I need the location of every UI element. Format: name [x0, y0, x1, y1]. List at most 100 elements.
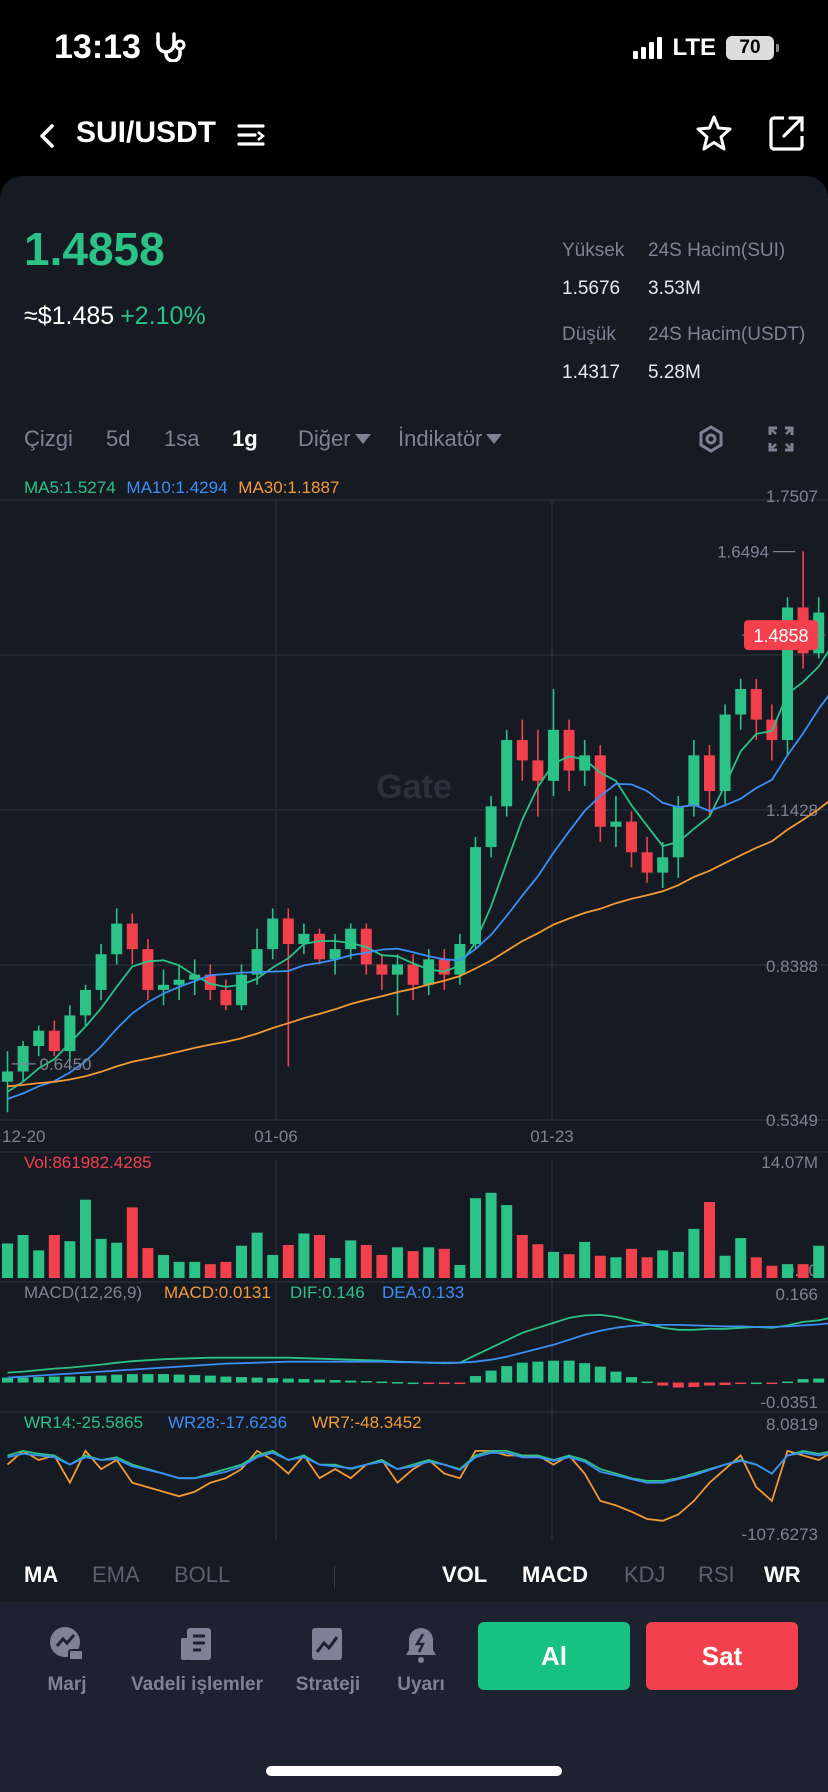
candle-body	[33, 1030, 45, 1047]
volume-bar	[158, 1254, 169, 1278]
share-icon[interactable]	[766, 112, 808, 159]
pair-header: SUI/USDT	[0, 100, 828, 172]
macd-histogram-bar	[548, 1360, 559, 1383]
tab-wr[interactable]: WR	[764, 1562, 801, 1587]
macd-histogram-bar	[2, 1377, 13, 1383]
current-price-tag-bg	[744, 620, 818, 651]
candle-body	[641, 852, 653, 873]
volume-bar	[17, 1235, 29, 1278]
volume-bar	[704, 1202, 715, 1278]
footer-strategy[interactable]: Strateji	[290, 1624, 366, 1696]
macd-histogram-bar	[704, 1382, 715, 1386]
tab-line[interactable]: Çizgi	[24, 426, 73, 451]
volume-bar	[641, 1257, 653, 1278]
tab-1h[interactable]: 1sa	[164, 426, 200, 451]
macd-histogram-bar	[610, 1371, 622, 1383]
tab-vol[interactable]: VOL	[442, 1562, 488, 1587]
current-price-tag: 1.4858	[753, 626, 808, 646]
tab-ema[interactable]: EMA	[92, 1562, 140, 1587]
chart-area[interactable]: Gate 1.7507 1.1428 0.8388 0.5349 12-20 01-06 01…	[0, 470, 828, 1550]
candle-body	[220, 989, 232, 1006]
macd-histogram-bar	[516, 1362, 528, 1383]
wr28-label: WR28:-17.6236	[168, 1413, 287, 1432]
volume-bar	[548, 1251, 559, 1278]
candle-body	[314, 933, 325, 960]
candle-body	[813, 612, 825, 654]
macd-histogram-bar	[80, 1376, 91, 1383]
menu-list-icon[interactable]	[236, 120, 266, 155]
candle-body	[438, 959, 450, 975]
candle-body	[735, 689, 747, 715]
strategy-icon	[308, 1624, 348, 1664]
macd-histogram-bar	[438, 1382, 450, 1385]
candle-body	[376, 964, 388, 975]
chart-settings-icon[interactable]	[696, 424, 726, 459]
macd-min-label: -0.0351	[760, 1393, 818, 1412]
tab-more[interactable]: Diğer	[298, 426, 371, 452]
macd-histogram-bar	[111, 1374, 123, 1383]
macd-histogram-bar	[813, 1378, 825, 1383]
macd-histogram-bar	[782, 1381, 793, 1384]
candle-body	[548, 729, 559, 781]
volume-quote-value: 5.28M	[648, 362, 701, 383]
macd-histogram-bar	[470, 1376, 481, 1383]
ma5-label: MA5:1.5274	[24, 478, 116, 497]
ma5-line	[7, 650, 828, 1093]
fullscreen-icon[interactable]	[766, 424, 796, 459]
wr-max-label: 8.0819	[766, 1415, 818, 1434]
price-change: +2.10%	[120, 302, 206, 330]
tab-more-label: Diğer	[298, 426, 351, 451]
tab-kdj[interactable]: KDJ	[624, 1562, 666, 1587]
ma30-line	[7, 800, 828, 1088]
alert-icon	[401, 1624, 441, 1664]
candle-body	[719, 714, 731, 792]
footer-alert[interactable]: Uyarı	[392, 1624, 450, 1696]
y-tick-label: 0.5349	[766, 1111, 818, 1130]
sell-button[interactable]: Sat	[646, 1622, 798, 1690]
candle-body	[267, 918, 279, 950]
volume-bar	[48, 1235, 60, 1278]
network-type: LTE	[672, 34, 716, 61]
volume-bar	[438, 1248, 450, 1278]
back-icon[interactable]	[28, 116, 68, 156]
volume-bar	[173, 1261, 185, 1278]
macd-histogram-bar	[376, 1381, 388, 1384]
y-tick-label: 1.7507	[766, 487, 818, 506]
macd-histogram-bar	[672, 1382, 684, 1388]
volume-bar	[766, 1265, 778, 1278]
tab-1d[interactable]: 1g	[232, 426, 258, 451]
tab-macd[interactable]: MACD	[522, 1562, 588, 1587]
dea-line	[7, 1322, 828, 1379]
tab-ma[interactable]: MA	[24, 1562, 59, 1587]
candle-body	[236, 974, 247, 1006]
volume-bar	[329, 1258, 341, 1278]
macd-histogram-bar	[579, 1363, 591, 1383]
high-label: Yüksek	[562, 240, 625, 261]
macd-histogram-bar	[360, 1381, 372, 1383]
min-price-label: 0.6450	[40, 1055, 92, 1074]
volume-bar	[2, 1243, 13, 1278]
pair-title[interactable]: SUI/USDT	[76, 116, 217, 149]
dif-value-label: DIF:0.146	[290, 1283, 365, 1302]
macd-histogram-bar	[173, 1374, 185, 1383]
macd-histogram-bar	[407, 1382, 419, 1385]
macd-histogram-bar	[345, 1380, 357, 1383]
tab-indicator[interactable]: İndikatör	[398, 426, 503, 452]
tab-rsi[interactable]: RSI	[698, 1562, 735, 1587]
macd-histogram-bar	[158, 1374, 169, 1383]
candle-body	[470, 847, 481, 945]
footer-futures[interactable]: Vadeli işlemler	[126, 1624, 268, 1696]
star-icon[interactable]	[692, 112, 736, 161]
tab-5m[interactable]: 5d	[106, 426, 131, 451]
footer-margin[interactable]: Marj	[36, 1624, 98, 1696]
buy-button[interactable]: Al	[478, 1622, 630, 1690]
y-tick-label: 1.1428	[766, 801, 818, 820]
home-indicator[interactable]	[266, 1766, 562, 1776]
tab-boll[interactable]: BOLL	[174, 1562, 231, 1587]
volume-bar	[813, 1245, 825, 1278]
volume-bar	[204, 1264, 216, 1278]
ma10-label: MA10:1.4294	[126, 478, 228, 497]
watermark-logo: Gate	[376, 768, 452, 806]
macd-name-label: MACD(12,26,9)	[24, 1283, 142, 1302]
wr-min-label: -107.6273	[741, 1525, 818, 1544]
